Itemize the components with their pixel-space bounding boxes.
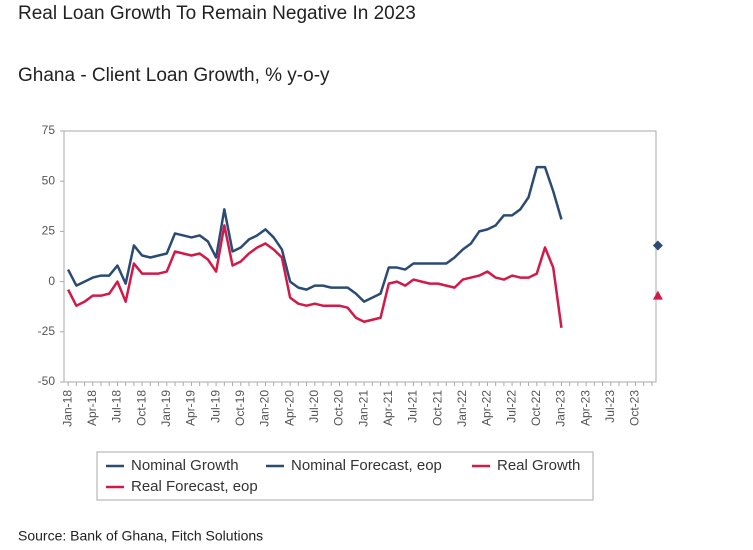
x-tick-label: Oct-19 [233, 390, 247, 426]
x-tick-label: Jan-20 [258, 390, 272, 427]
x-tick-label: Apr-22 [480, 390, 494, 426]
x-tick-label: Apr-21 [381, 390, 395, 426]
chart-subtitle: Ghana - Client Loan Growth, % y-o-y [18, 65, 330, 86]
legend-label: Nominal Growth [131, 457, 239, 474]
legend-label: Real Growth [497, 457, 580, 474]
x-tick-label: Jan-18 [60, 390, 74, 427]
series-line [66, 165, 563, 303]
x-tick-label: Oct-23 [628, 390, 642, 426]
x-tick-label: Jul-20 [307, 390, 321, 423]
x-tick-label: Oct-18 [134, 390, 148, 426]
x-tick-label: Jan-23 [554, 390, 568, 427]
x-tick-label: Apr-23 [578, 390, 592, 426]
forecast-marker [652, 240, 663, 251]
chart-title: Real Loan Growth To Remain Negative In 2… [18, 3, 416, 24]
y-tick-label: -50 [38, 374, 56, 388]
x-tick-label: Oct-20 [332, 390, 346, 426]
x-tick-label: Apr-18 [85, 390, 99, 426]
legend-label: Real Forecast, eop [131, 478, 258, 495]
x-tick-label: Oct-22 [529, 390, 543, 426]
x-tick-label: Jul-22 [504, 390, 518, 423]
y-tick-label: 50 [42, 173, 56, 187]
x-tick-label: Jan-22 [455, 390, 469, 427]
x-tick-label: Jan-19 [159, 390, 173, 427]
source-note: Source: Bank of Ghana, Fitch Solutions [18, 528, 263, 544]
legend-box [96, 451, 594, 501]
x-tick-label: Apr-20 [282, 390, 296, 426]
y-tick-label: 0 [48, 274, 55, 288]
x-tick-label: Oct-21 [430, 390, 444, 426]
x-tick-label: Jul-19 [208, 390, 222, 423]
x-tick-label: Apr-19 [184, 390, 198, 426]
plot-frame [63, 130, 657, 383]
y-tick-label: 25 [42, 224, 56, 238]
x-tick-label: Jul-23 [603, 390, 617, 423]
y-tick-label: -25 [38, 324, 56, 338]
forecast-marker [652, 290, 663, 300]
x-tick-label: Jul-21 [406, 390, 420, 423]
series-line [66, 224, 563, 328]
x-tick-label: Jan-21 [356, 390, 370, 427]
legend-label: Nominal Forecast, eop [291, 457, 442, 474]
x-tick-label: Jul-18 [110, 390, 124, 423]
y-tick-label: 75 [42, 123, 56, 137]
